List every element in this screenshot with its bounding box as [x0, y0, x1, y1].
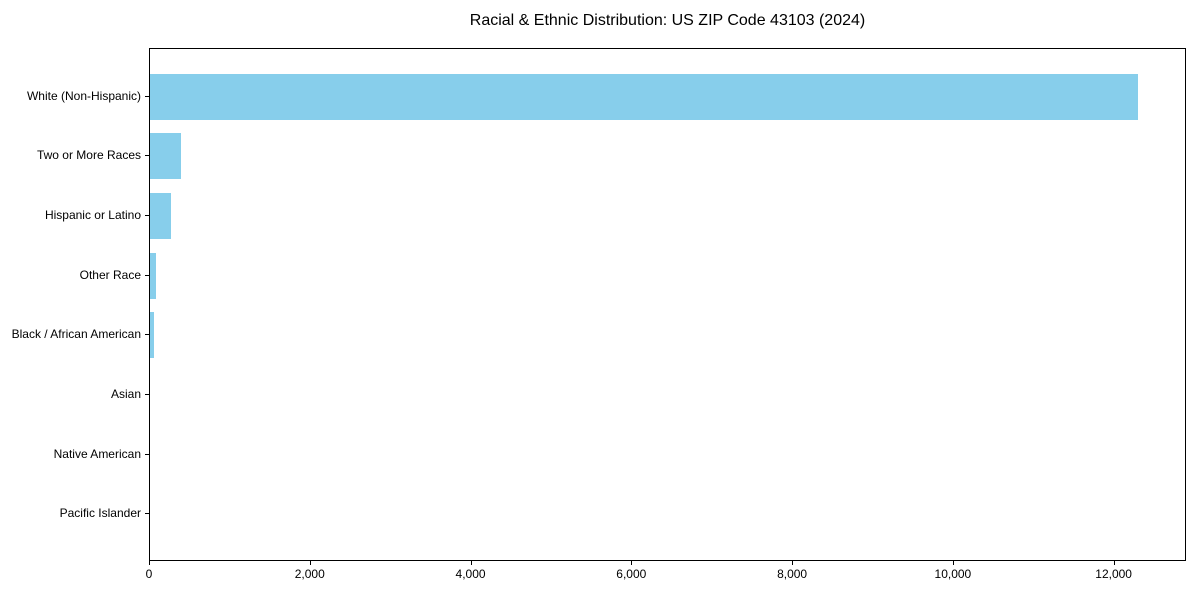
y-tick-label-native-american: Native American — [53, 446, 141, 461]
x-tick-mark — [1113, 561, 1115, 565]
y-tick-label-hispanic-or-latino: Hispanic or Latino — [44, 208, 141, 223]
bar-black-african-american — [150, 312, 155, 359]
y-tick-label-asian: Asian — [110, 386, 141, 401]
y-tick-label-pacific-islander: Pacific Islander — [59, 506, 141, 521]
plot-area — [149, 48, 1186, 561]
x-tick-mark — [792, 561, 794, 565]
y-tick-mark — [145, 95, 149, 97]
x-tick-label-10-000: 10,000 — [934, 567, 972, 581]
x-tick-mark — [631, 561, 633, 565]
x-tick-mark — [149, 561, 150, 565]
y-tick-mark — [145, 334, 149, 336]
bar-two-or-more-races — [150, 133, 182, 180]
x-tick-label-0: 0 — [145, 567, 153, 581]
y-tick-mark — [145, 274, 149, 276]
y-tick-label-two-or-more-races: Two or More Races — [36, 148, 141, 163]
x-tick-label-12-000: 12,000 — [1095, 567, 1132, 581]
x-tick-label-6-000: 6,000 — [616, 567, 647, 581]
x-tick-label-8-000: 8,000 — [777, 567, 808, 581]
y-tick-label-other-race: Other Race — [79, 267, 141, 282]
y-tick-mark — [145, 453, 149, 455]
x-tick-mark — [470, 561, 472, 565]
y-tick-mark — [145, 215, 149, 217]
y-tick-label-white-non-hispanic: White (Non-Hispanic) — [26, 88, 141, 103]
x-tick-label-2-000: 2,000 — [294, 567, 325, 581]
bar-white-non-hispanic — [150, 73, 1138, 120]
chart-title: Racial & Ethnic Distribution: US ZIP Cod… — [469, 12, 866, 29]
bar-other-race — [150, 252, 157, 299]
y-tick-mark — [145, 513, 149, 515]
y-tick-mark — [145, 155, 149, 157]
x-tick-mark — [309, 561, 311, 565]
y-tick-mark — [145, 393, 149, 395]
x-tick-mark — [952, 561, 954, 565]
bar-hispanic-or-latino — [150, 193, 172, 240]
x-tick-label-4-000: 4,000 — [455, 567, 486, 581]
y-tick-label-black-african-american: Black / African American — [11, 327, 141, 342]
